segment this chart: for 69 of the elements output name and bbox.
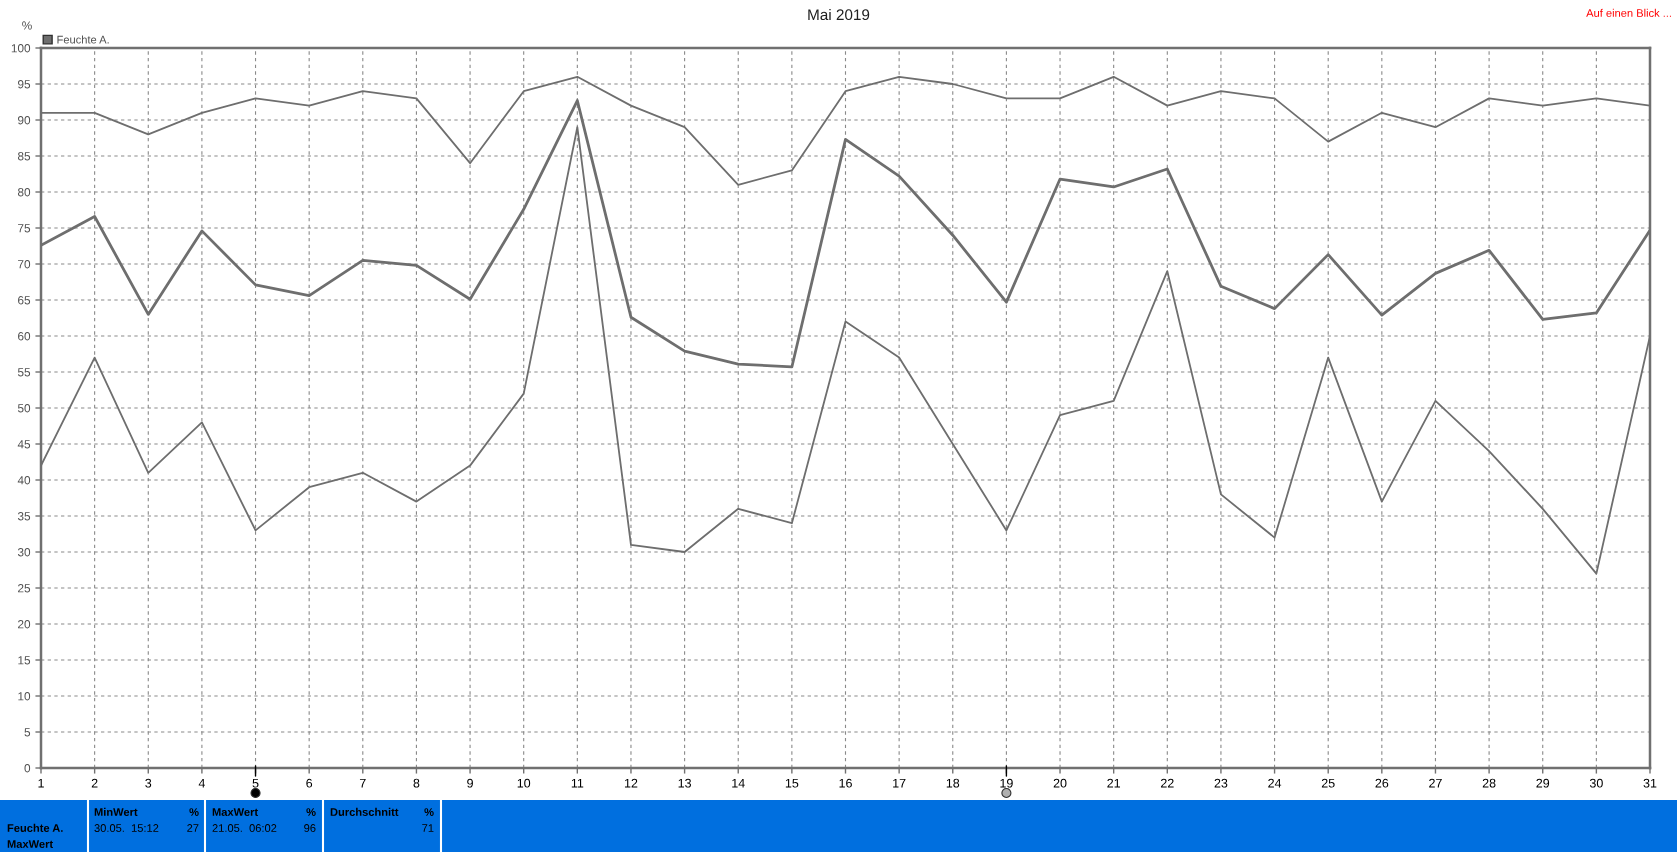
- x-tick-label: 8: [413, 778, 420, 788]
- y-tick-label: 35: [17, 512, 31, 521]
- x-tick-label: 18: [946, 778, 960, 788]
- y-tick-label: 10: [18, 692, 31, 701]
- text: %: [189, 808, 199, 816]
- x-tick-label: 12: [624, 778, 638, 788]
- y-tick-label: 5: [24, 728, 31, 737]
- text: Auf einen Blick ...: [1586, 8, 1671, 17]
- x-tick-label: 13: [678, 778, 691, 788]
- legend-label: Feuchte A.: [57, 35, 109, 44]
- x-tick-label: 11: [571, 778, 584, 788]
- x-tick-label: 23: [1214, 778, 1228, 788]
- y-tick-label: 30: [17, 548, 31, 557]
- text: 27: [187, 824, 199, 832]
- x-tick-label: 26: [1375, 778, 1389, 788]
- chart-title: Mai 2019: [808, 8, 870, 21]
- y-tick-label: 25: [18, 584, 31, 593]
- y-axis-title: %: [22, 21, 32, 30]
- text: MinWert: [94, 807, 138, 816]
- x-tick-label: 27: [1429, 778, 1442, 788]
- text: 71: [422, 824, 434, 832]
- y-tick-label: 100: [11, 44, 31, 53]
- y-tick-label: 80: [17, 188, 31, 197]
- text: %: [306, 808, 316, 816]
- y-tick-label: 75: [18, 224, 31, 233]
- text: Feuchte A.: [7, 823, 63, 832]
- y-tick-label: 70: [18, 260, 31, 269]
- x-tick-label: 2: [91, 778, 98, 788]
- text: Durchschnitt: [330, 807, 399, 816]
- y-tick-label: 95: [18, 80, 31, 89]
- text: MaxWert: [7, 840, 53, 848]
- y-tick-label: 0: [24, 764, 31, 773]
- y-tick-label: 40: [17, 476, 31, 485]
- x-tick-label: 30: [1589, 778, 1603, 788]
- text: MaxWert: [212, 808, 258, 816]
- y-tick-label: 20: [18, 620, 31, 629]
- x-tick-label: 10: [517, 778, 531, 788]
- x-tick-label: 9: [467, 778, 473, 788]
- x-tick-label: 17: [893, 778, 906, 788]
- text: 96: [304, 824, 316, 832]
- x-tick-label: 15: [785, 778, 799, 788]
- x-tick-label: 1: [38, 778, 44, 788]
- x-tick-label: 19: [1000, 778, 1013, 788]
- x-tick-label: 25: [1321, 778, 1335, 788]
- y-tick-label: 65: [18, 296, 31, 305]
- text: 21.05. 06:02: [212, 824, 277, 832]
- x-tick-label: 28: [1482, 778, 1496, 788]
- x-tick-label: 16: [839, 778, 852, 788]
- x-tick-label: 4: [198, 778, 206, 788]
- y-tick-label: 15: [18, 656, 31, 665]
- x-tick-label: 5: [252, 778, 259, 788]
- x-tick-label: 3: [145, 778, 152, 788]
- y-tick-label: 85: [17, 152, 31, 161]
- x-tick-label: 6: [306, 778, 313, 788]
- x-tick-label: 20: [1053, 778, 1067, 788]
- y-tick-label: 45: [17, 440, 31, 449]
- text: 30.05. 15:12: [94, 824, 159, 832]
- text: %: [424, 808, 434, 816]
- x-tick-label: 21: [1107, 778, 1121, 788]
- y-tick-label: 55: [17, 368, 31, 377]
- x-tick-label: 7: [359, 778, 366, 788]
- x-tick-label: 31: [1643, 778, 1657, 788]
- y-tick-label: 50: [17, 404, 31, 413]
- x-tick-label: 29: [1536, 778, 1550, 788]
- x-tick-label: 22: [1160, 778, 1174, 788]
- x-tick-label: 24: [1268, 778, 1282, 788]
- y-tick-label: 60: [18, 332, 31, 341]
- x-tick-label: 14: [732, 778, 745, 788]
- y-tick-label: 90: [18, 116, 31, 125]
